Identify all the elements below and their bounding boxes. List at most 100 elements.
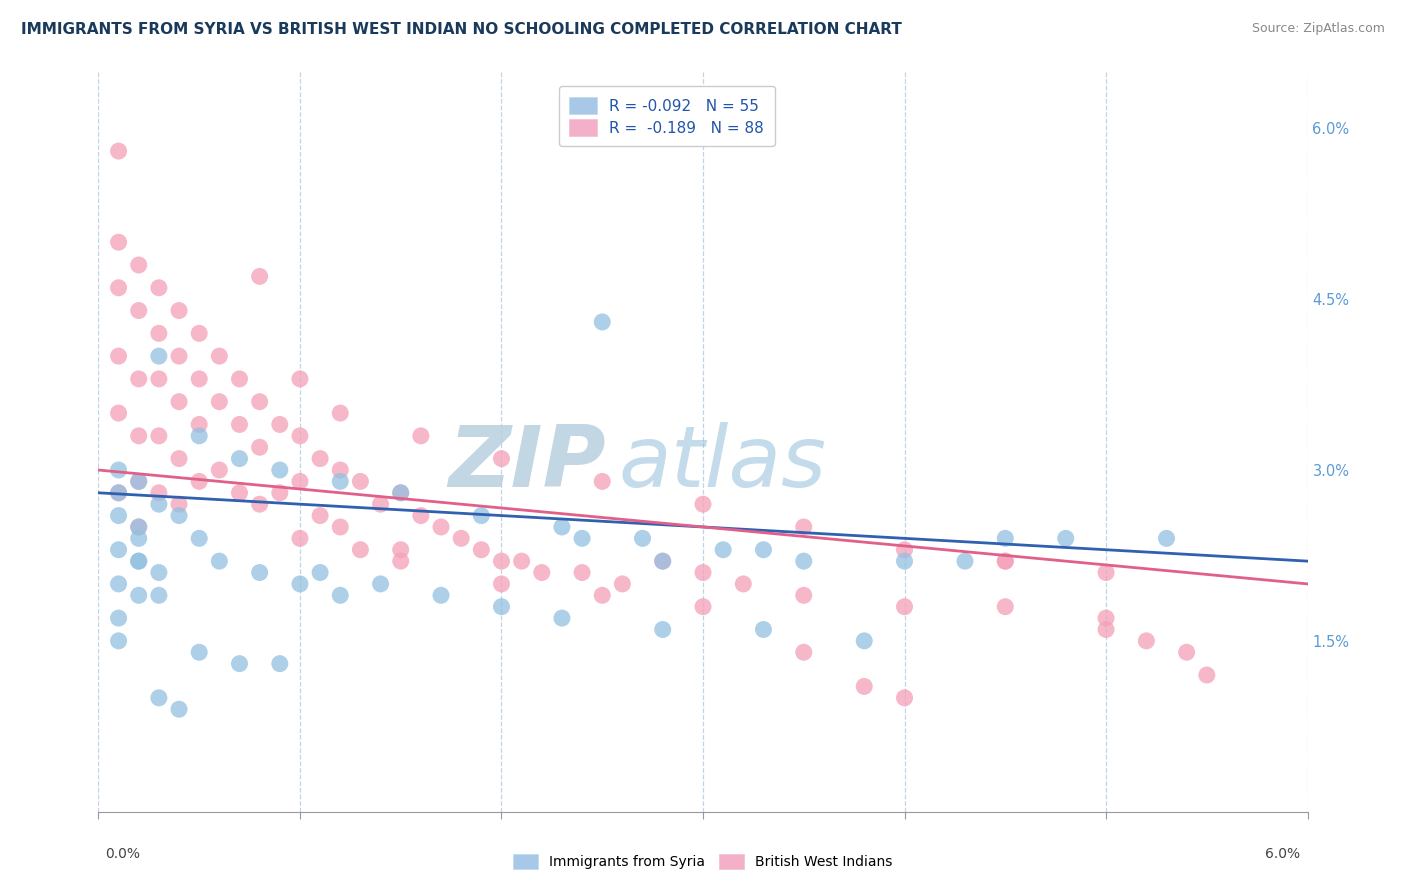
- Point: [208, 554, 231, 568]
- Point: [793, 520, 815, 534]
- Text: Source: ZipAtlas.com: Source: ZipAtlas.com: [1251, 22, 1385, 36]
- Point: [551, 520, 574, 534]
- Point: [491, 554, 513, 568]
- Point: [228, 417, 250, 432]
- Point: [491, 577, 513, 591]
- Point: [167, 497, 190, 511]
- Point: [128, 588, 150, 602]
- Point: [631, 532, 654, 546]
- Point: [692, 497, 714, 511]
- Point: [1195, 668, 1218, 682]
- Point: [994, 554, 1017, 568]
- Point: [249, 440, 271, 454]
- Point: [107, 542, 129, 557]
- Point: [208, 349, 231, 363]
- Point: [188, 475, 211, 489]
- Point: [269, 463, 291, 477]
- Point: [329, 520, 352, 534]
- Point: [571, 532, 593, 546]
- Point: [893, 554, 915, 568]
- Point: [591, 315, 613, 329]
- Point: [107, 508, 129, 523]
- Point: [167, 303, 190, 318]
- Point: [107, 235, 129, 250]
- Point: [571, 566, 593, 580]
- Point: [651, 554, 673, 568]
- Point: [893, 599, 915, 614]
- Point: [470, 508, 492, 523]
- Point: [389, 485, 412, 500]
- Point: [692, 599, 714, 614]
- Point: [107, 144, 129, 158]
- Point: [107, 485, 129, 500]
- Point: [591, 475, 613, 489]
- Point: [793, 588, 815, 602]
- Point: [228, 451, 250, 466]
- Point: [148, 429, 170, 443]
- Point: [167, 451, 190, 466]
- Point: [148, 588, 170, 602]
- Point: [107, 485, 129, 500]
- Point: [994, 532, 1017, 546]
- Point: [128, 554, 150, 568]
- Point: [953, 554, 976, 568]
- Point: [148, 372, 170, 386]
- Point: [692, 566, 714, 580]
- Point: [893, 690, 915, 705]
- Point: [389, 542, 412, 557]
- Point: [430, 588, 453, 602]
- Point: [107, 463, 129, 477]
- Point: [148, 326, 170, 341]
- Point: [128, 372, 150, 386]
- Point: [249, 497, 271, 511]
- Point: [288, 429, 311, 443]
- Point: [329, 588, 352, 602]
- Point: [1095, 623, 1118, 637]
- Point: [329, 475, 352, 489]
- Text: ZIP: ZIP: [449, 422, 606, 505]
- Point: [389, 485, 412, 500]
- Point: [107, 611, 129, 625]
- Point: [269, 417, 291, 432]
- Point: [188, 429, 211, 443]
- Point: [148, 485, 170, 500]
- Point: [128, 532, 150, 546]
- Text: atlas: atlas: [619, 422, 827, 505]
- Legend: Immigrants from Syria, British West Indians: Immigrants from Syria, British West Indi…: [508, 848, 898, 874]
- Point: [148, 566, 170, 580]
- Point: [733, 577, 755, 591]
- Point: [1156, 532, 1178, 546]
- Point: [208, 394, 231, 409]
- Point: [309, 451, 332, 466]
- Point: [148, 497, 170, 511]
- Point: [309, 566, 332, 580]
- Point: [249, 566, 271, 580]
- Point: [167, 394, 190, 409]
- Point: [188, 645, 211, 659]
- Point: [893, 542, 915, 557]
- Point: [107, 633, 129, 648]
- Point: [228, 485, 250, 500]
- Point: [651, 554, 673, 568]
- Point: [128, 258, 150, 272]
- Point: [148, 349, 170, 363]
- Text: IMMIGRANTS FROM SYRIA VS BRITISH WEST INDIAN NO SCHOOLING COMPLETED CORRELATION : IMMIGRANTS FROM SYRIA VS BRITISH WEST IN…: [21, 22, 903, 37]
- Point: [309, 508, 332, 523]
- Point: [853, 680, 876, 694]
- Point: [612, 577, 634, 591]
- Point: [491, 451, 513, 466]
- Point: [752, 542, 775, 557]
- Point: [128, 475, 150, 489]
- Point: [148, 281, 170, 295]
- Point: [793, 554, 815, 568]
- Point: [148, 690, 170, 705]
- Point: [249, 394, 271, 409]
- Point: [551, 611, 574, 625]
- Point: [853, 633, 876, 648]
- Text: 0.0%: 0.0%: [105, 847, 141, 861]
- Point: [167, 702, 190, 716]
- Point: [409, 508, 432, 523]
- Point: [510, 554, 533, 568]
- Point: [329, 406, 352, 420]
- Point: [269, 485, 291, 500]
